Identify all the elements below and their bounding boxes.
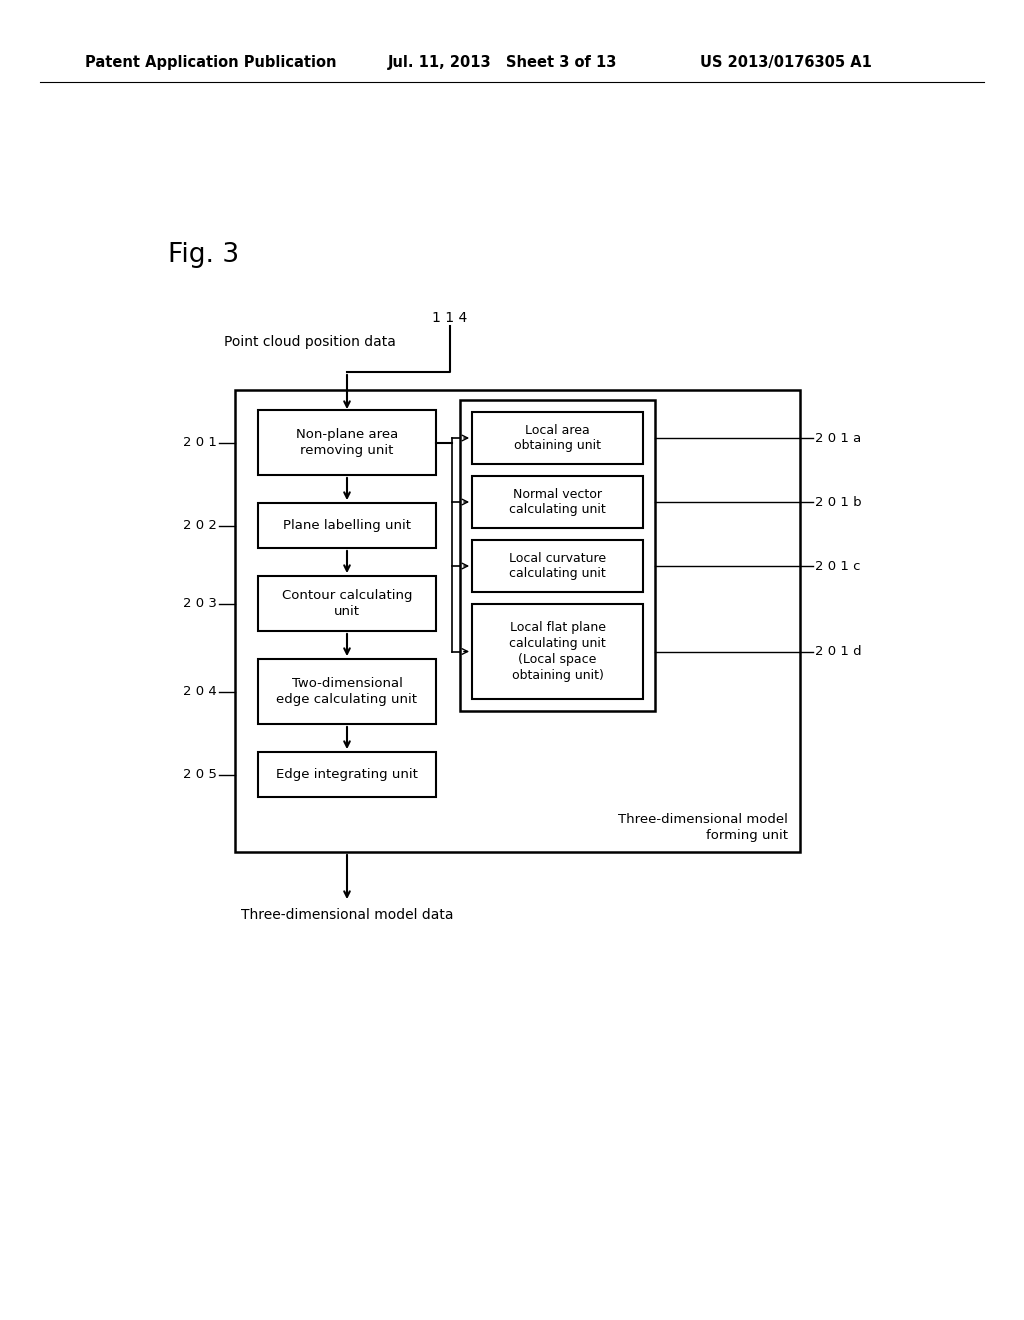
- Bar: [472, 540, 643, 591]
- Text: Local curvature
calculating unit: Local curvature calculating unit: [509, 552, 606, 581]
- Text: US 2013/0176305 A1: US 2013/0176305 A1: [700, 54, 871, 70]
- Text: 2 0 1: 2 0 1: [183, 436, 217, 449]
- Text: 2 0 2: 2 0 2: [183, 519, 217, 532]
- Text: 2 0 4: 2 0 4: [183, 685, 217, 698]
- Text: 2 0 5: 2 0 5: [183, 768, 217, 781]
- Text: Contour calculating
unit: Contour calculating unit: [282, 589, 413, 618]
- Bar: [472, 605, 643, 700]
- Text: Two-dimensional
edge calculating unit: Two-dimensional edge calculating unit: [276, 677, 418, 706]
- Text: 2 0 1 d: 2 0 1 d: [815, 645, 861, 657]
- Text: 2 0 1 c: 2 0 1 c: [815, 560, 860, 573]
- Text: 2 0 3: 2 0 3: [183, 597, 217, 610]
- Text: Non-plane area
removing unit: Non-plane area removing unit: [296, 428, 398, 457]
- Text: 2 0 1 b: 2 0 1 b: [815, 495, 861, 508]
- Bar: [258, 752, 436, 797]
- Text: Normal vector
calculating unit: Normal vector calculating unit: [509, 487, 606, 516]
- Text: Point cloud position data: Point cloud position data: [224, 335, 396, 348]
- Text: 1 1 4: 1 1 4: [432, 312, 468, 325]
- Text: Local flat plane
calculating unit
(Local space
obtaining unit): Local flat plane calculating unit (Local…: [509, 620, 606, 682]
- Text: Plane labelling unit: Plane labelling unit: [283, 519, 411, 532]
- Bar: [460, 400, 655, 711]
- Bar: [234, 389, 800, 851]
- Bar: [472, 412, 643, 465]
- Text: Patent Application Publication: Patent Application Publication: [85, 54, 337, 70]
- Text: 2 0 1 a: 2 0 1 a: [815, 432, 861, 445]
- Text: Edge integrating unit: Edge integrating unit: [276, 768, 418, 781]
- Text: Local area
obtaining unit: Local area obtaining unit: [514, 424, 601, 453]
- Text: Fig. 3: Fig. 3: [168, 242, 240, 268]
- Bar: [472, 477, 643, 528]
- Bar: [258, 503, 436, 548]
- Bar: [258, 411, 436, 475]
- Bar: [258, 576, 436, 631]
- Text: Three-dimensional model
forming unit: Three-dimensional model forming unit: [618, 813, 788, 842]
- Text: Three-dimensional model data: Three-dimensional model data: [241, 908, 454, 921]
- Bar: [258, 659, 436, 723]
- Text: Jul. 11, 2013   Sheet 3 of 13: Jul. 11, 2013 Sheet 3 of 13: [388, 54, 617, 70]
